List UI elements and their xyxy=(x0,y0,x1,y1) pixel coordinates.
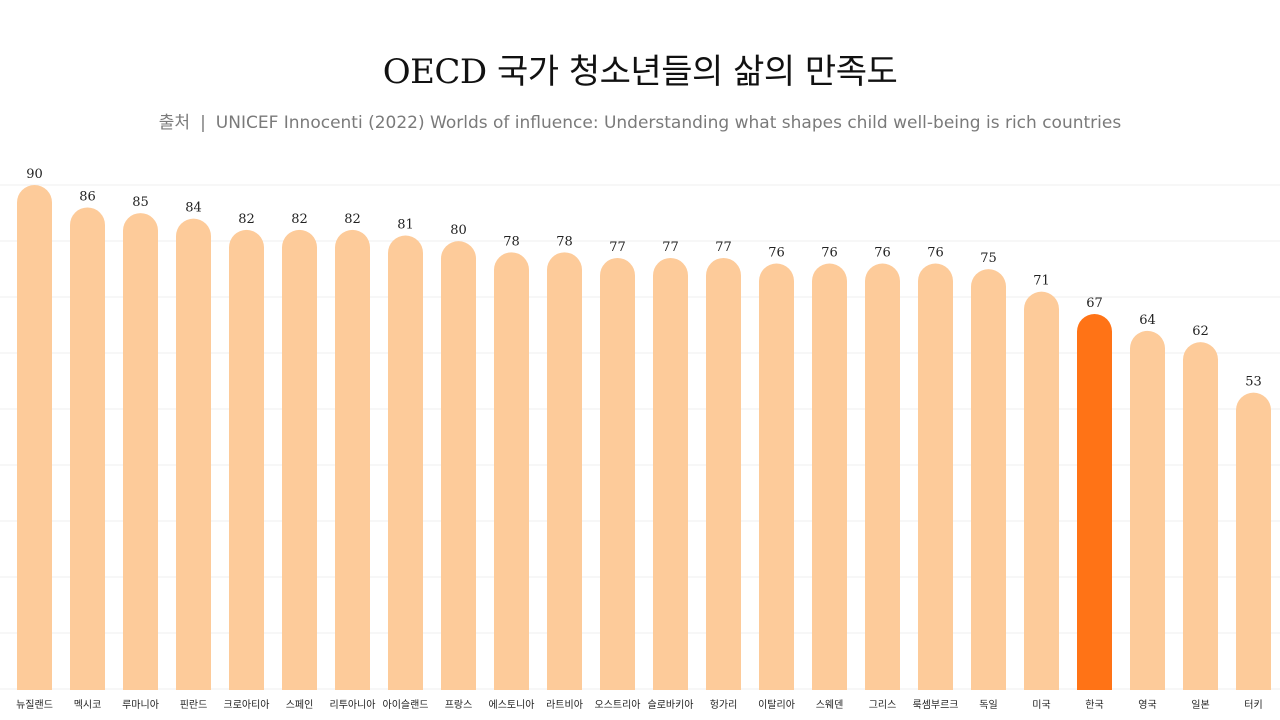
value-label: 81 xyxy=(397,218,414,233)
bar-룩셈부르크 xyxy=(918,263,953,690)
bar-크로아티아 xyxy=(229,229,264,690)
bar-터키 xyxy=(1236,392,1271,690)
value-label: 53 xyxy=(1245,375,1262,390)
category-label: 헝가리 xyxy=(710,699,738,711)
bars xyxy=(17,185,1271,691)
value-label: 76 xyxy=(768,246,785,261)
value-label: 71 xyxy=(1033,274,1050,289)
value-label: 62 xyxy=(1192,324,1209,339)
category-label: 미국 xyxy=(1032,699,1050,711)
value-label: 75 xyxy=(980,251,997,266)
category-label: 크로아티아 xyxy=(224,699,270,711)
value-label: 76 xyxy=(874,246,891,261)
bar-헝가리 xyxy=(706,257,741,690)
bar-스웨덴 xyxy=(812,263,847,690)
bar-아이슬랜드 xyxy=(388,235,423,690)
category-label: 오스트리아 xyxy=(595,699,641,711)
value-label: 77 xyxy=(715,240,732,255)
category-label: 슬로바키아 xyxy=(648,699,694,711)
value-label: 67 xyxy=(1086,296,1103,311)
value-label: 77 xyxy=(662,240,679,255)
bar-에스토니아 xyxy=(494,252,529,690)
category-label: 에스토니아 xyxy=(489,699,535,711)
category-label: 스페인 xyxy=(286,699,314,711)
category-label: 루마니아 xyxy=(122,699,159,711)
category-label: 한국 xyxy=(1085,699,1103,711)
chart-title: OECD 국가 청소년들의 삶의 만족도 xyxy=(382,52,898,92)
value-label: 82 xyxy=(291,212,308,227)
bar-핀란드 xyxy=(176,218,211,690)
category-label: 리투아니아 xyxy=(330,699,376,711)
category-label: 터키 xyxy=(1244,699,1262,711)
source-separator: | xyxy=(200,113,206,133)
source-text: UNICEF Innocenti (2022) Worlds of influe… xyxy=(215,113,1122,133)
value-label: 78 xyxy=(556,234,573,249)
bar-멕시코 xyxy=(70,207,105,690)
bar-라트비아 xyxy=(547,252,582,690)
value-label: 82 xyxy=(344,212,361,227)
category-labels: 뉴질랜드 멕시코 루마니아 핀란드 크로아티아 스페인 리투아니아 아이슬랜드 프랑스 에스토니아… xyxy=(16,698,1263,711)
bar-한국 xyxy=(1077,314,1112,690)
bar-스페인 xyxy=(282,229,317,690)
bar-뉴질랜드 xyxy=(17,185,52,690)
bar-오스트리아 xyxy=(600,257,635,690)
source-label: 출처 xyxy=(158,113,191,133)
category-label: 프랑스 xyxy=(445,699,473,711)
value-label: 80 xyxy=(450,223,467,238)
category-label: 독일 xyxy=(979,699,997,711)
bar-슬로바키아 xyxy=(653,257,688,690)
category-label: 일본 xyxy=(1191,699,1209,711)
chart-subtitle: 출처 | UNICEF Innocenti (2022) Worlds of inf… xyxy=(0,108,1280,133)
bar-그리스 xyxy=(865,263,900,690)
value-label: 90 xyxy=(26,167,43,182)
category-label: 이탈리아 xyxy=(758,698,795,711)
bar-이탈리아 xyxy=(759,263,794,690)
value-label: 84 xyxy=(185,201,202,216)
category-label: 룩셈부르크 xyxy=(913,699,959,711)
category-label: 핀란드 xyxy=(180,699,208,711)
category-label: 그리스 xyxy=(869,699,897,711)
category-label: 라트비아 xyxy=(546,699,583,711)
bar-리투아니아 xyxy=(335,229,370,690)
bar-영국 xyxy=(1130,330,1165,690)
category-label: 아이슬랜드 xyxy=(383,699,429,711)
category-label: 스웨덴 xyxy=(816,699,844,711)
bar-미국 xyxy=(1024,291,1059,690)
value-label: 78 xyxy=(503,234,520,249)
value-labels: 90 86 85 84 82 82 82 81 80 78 78 77 77 77 76 76 76 76 75 71… xyxy=(26,167,1262,390)
value-label: 64 xyxy=(1139,313,1156,328)
value-label: 82 xyxy=(238,212,255,227)
bar-독일 xyxy=(971,269,1006,690)
bar-일본 xyxy=(1183,342,1218,690)
value-label: 76 xyxy=(927,246,944,261)
category-label: 뉴질랜드 xyxy=(16,699,53,711)
gridlines xyxy=(0,184,1280,690)
value-label: 77 xyxy=(609,240,626,255)
category-label: 영국 xyxy=(1138,699,1156,711)
value-label: 85 xyxy=(132,195,149,210)
value-label: 86 xyxy=(79,189,96,204)
bar-루마니아 xyxy=(123,213,158,691)
bar-프랑스 xyxy=(441,241,476,690)
value-label: 76 xyxy=(821,246,838,261)
category-label: 멕시코 xyxy=(74,699,102,711)
